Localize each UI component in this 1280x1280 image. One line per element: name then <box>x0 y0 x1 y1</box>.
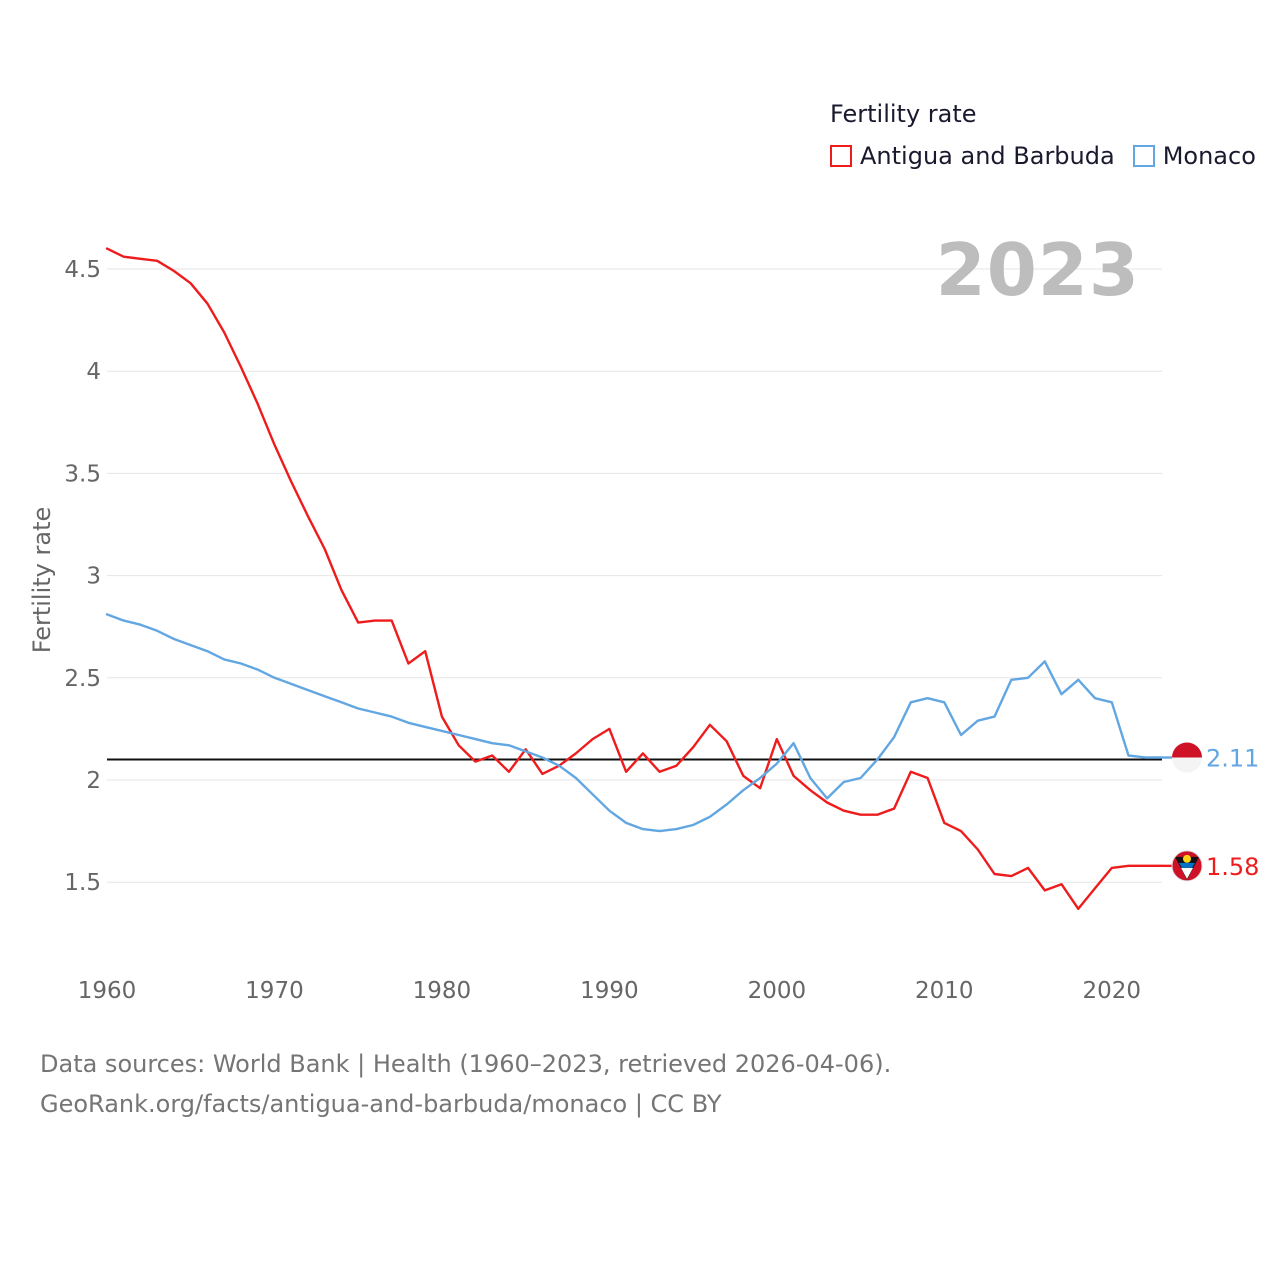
y-tick-label: 3.5 <box>64 461 101 487</box>
y-tick-label: 4.5 <box>64 257 101 283</box>
y-tick-label: 1.5 <box>64 870 101 896</box>
x-tick-label: 1990 <box>580 978 639 1004</box>
y-tick-label: 3 <box>86 564 101 590</box>
series-line-antigua <box>105 247 1164 910</box>
source-note: Data sources: World Bank | Health (1960–… <box>40 1044 891 1124</box>
gridlines <box>107 268 1162 883</box>
legend: Antigua and Barbuda Monaco <box>830 142 1274 170</box>
y-tick-label: 2 <box>86 768 101 794</box>
flag-icon-monaco <box>1172 742 1202 773</box>
flag-ring <box>1171 850 1203 882</box>
series-lines <box>105 247 1164 910</box>
end-value-monaco: 2.11 <box>1206 745 1259 773</box>
legend-item-antigua[interactable]: Antigua and Barbuda <box>830 142 1115 170</box>
flag-white <box>1181 867 1193 879</box>
legend-title: Fertility rate <box>830 100 977 128</box>
y-axis-ticks: 1.5 2 2.5 3 3.5 4 4.5 <box>64 257 101 896</box>
x-tick-label: 2010 <box>915 978 974 1004</box>
x-tick-label: 2020 <box>1082 978 1141 1004</box>
end-value-antigua: 1.58 <box>1206 853 1259 881</box>
x-tick-label: 1970 <box>245 978 304 1004</box>
flag-bottom <box>1172 757 1202 773</box>
legend-label-antigua: Antigua and Barbuda <box>860 142 1115 170</box>
x-tick-label: 1980 <box>413 978 472 1004</box>
series-line-monaco <box>105 613 1164 833</box>
current-year-label: 2023 <box>935 228 1140 312</box>
y-axis-label: Fertility rate <box>28 507 56 654</box>
x-axis-ticks: 1960 1970 1980 1990 2000 2010 2020 <box>78 978 1141 1004</box>
legend-item-monaco[interactable]: Monaco <box>1132 142 1256 170</box>
legend-swatch-antigua <box>830 145 852 167</box>
x-tick-label: 1960 <box>78 978 137 1004</box>
flag-sun <box>1183 854 1191 863</box>
x-tick-label: 2000 <box>748 978 807 1004</box>
y-tick-label: 2.5 <box>64 666 101 692</box>
source-line-1: Data sources: World Bank | Health (1960–… <box>40 1050 892 1078</box>
flag-blue <box>1179 862 1195 868</box>
legend-label-monaco: Monaco <box>1162 142 1256 170</box>
source-line-2[interactable]: GeoRank.org/facts/antigua-and-barbuda/mo… <box>40 1090 722 1118</box>
legend-swatch-monaco <box>1132 145 1155 167</box>
y-tick-label: 4 <box>86 359 101 385</box>
flag-top <box>1172 742 1202 758</box>
flag-icon-antigua <box>1171 850 1203 882</box>
series-end-markers: 1.58 2.11 <box>1162 742 1259 882</box>
